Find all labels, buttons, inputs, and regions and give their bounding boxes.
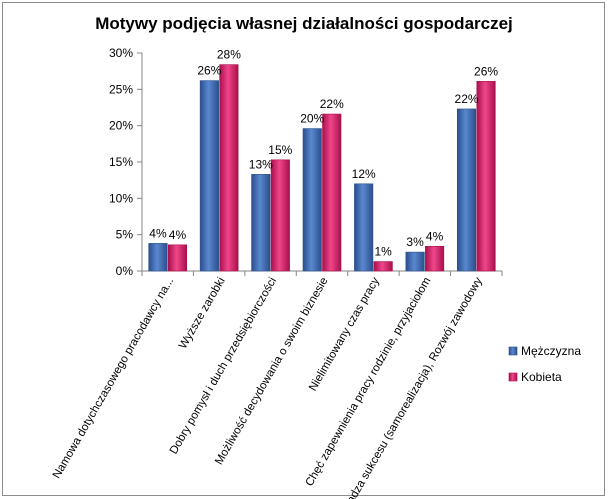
bar-kobieta <box>219 64 239 272</box>
legend-label: Kobieta <box>521 370 562 384</box>
bar-kobieta <box>476 81 496 272</box>
data-label: 26% <box>197 64 221 78</box>
y-tick-label: 25% <box>109 82 133 96</box>
bar-kobieta <box>373 261 393 272</box>
bar-kobieta <box>425 245 445 272</box>
bar-mezczyzna <box>456 108 477 272</box>
data-label: 13% <box>249 157 273 171</box>
bar-kobieta <box>167 244 188 272</box>
category-label: Namowa dotychczasowego pracodawcy na... <box>51 276 176 481</box>
data-label: 12% <box>352 167 376 181</box>
legend-label: Mężczyzna <box>521 344 581 358</box>
bar-mezczyzna <box>251 174 271 272</box>
y-tick-label: 30% <box>109 46 133 60</box>
data-label: 15% <box>268 143 292 157</box>
legend: Mężczyzna Kobieta <box>508 344 581 384</box>
y-tick-label: 20% <box>109 119 133 133</box>
bar-mezczyzna <box>405 251 425 272</box>
data-label: 1% <box>375 245 393 259</box>
data-label: 4% <box>169 228 187 242</box>
data-label: 28% <box>217 48 241 62</box>
bar-mezczyzna <box>302 128 322 272</box>
legend-swatch <box>508 372 518 382</box>
y-tick-label: 5% <box>116 228 134 242</box>
category-labels: Namowa dotychczasowego pracodawcy na... W… <box>51 275 485 499</box>
data-label: 20% <box>300 112 324 126</box>
bar-mezczyzna <box>148 243 168 272</box>
y-tick-label: 15% <box>109 155 133 169</box>
bars <box>148 64 496 272</box>
chart-title: Motywy podjęcia własnej działalności gos… <box>95 14 513 33</box>
data-label: 22% <box>455 92 479 106</box>
bar-mezczyzna <box>354 183 374 272</box>
data-label: 3% <box>406 235 424 249</box>
axes: 0% 5% 10% 15% 20% 25% 30% <box>109 46 503 278</box>
category-label: Możliwość decydowania o swoim biznesie <box>213 276 330 467</box>
data-labels: 4% 4%26%28%13%15%20%22%12%1%3% 4%22%26% <box>149 48 498 259</box>
bar-kobieta <box>322 113 342 272</box>
category-label: Wyższe zarobki <box>177 276 228 352</box>
data-label: 4% <box>149 226 167 240</box>
data-label: 26% <box>474 64 498 78</box>
data-label: 4% <box>426 229 444 243</box>
bar-mezczyzna <box>199 80 219 272</box>
y-tick-label: 0% <box>116 264 134 278</box>
y-tick-label: 10% <box>109 191 133 205</box>
legend-swatch <box>508 346 518 356</box>
bar-kobieta <box>270 159 290 272</box>
category-label: Dobry pomysł i duch przedsiębiorczości <box>168 276 279 457</box>
data-label: 22% <box>320 97 344 111</box>
